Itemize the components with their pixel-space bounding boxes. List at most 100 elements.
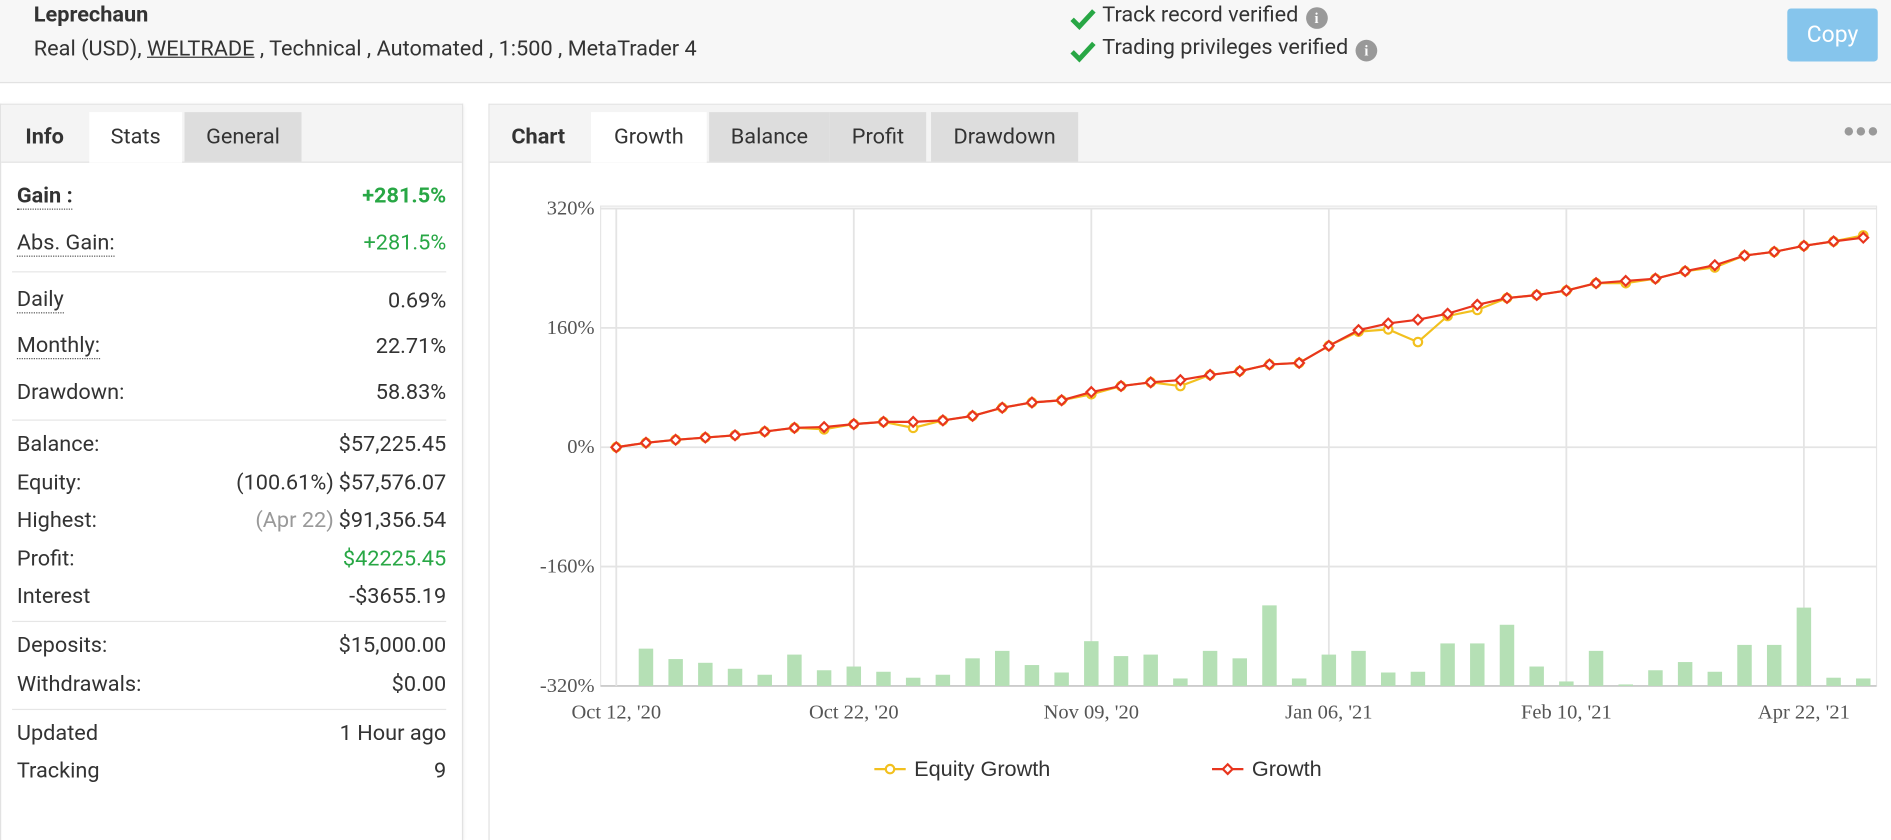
- stat-value: $57,225.45: [338, 431, 447, 458]
- marker: [1827, 235, 1840, 248]
- bar: [1321, 654, 1337, 686]
- tab[interactable]: Growth: [590, 112, 707, 163]
- bar: [1262, 605, 1277, 686]
- marker: [1767, 245, 1781, 259]
- stat-value: 58.83%: [375, 379, 447, 405]
- bar: [1826, 677, 1841, 686]
- header: Leprechaun Real (USD), WELTRADE , Techni…: [0, 0, 1891, 84]
- stat-row: Profit: $42225.45: [12, 539, 446, 577]
- bar: [935, 674, 951, 686]
- stat-value-wrap: 9: [434, 758, 446, 783]
- marker: [728, 428, 742, 442]
- stat-label: Updated: [16, 720, 99, 746]
- stat-label: Tracking: [16, 757, 100, 783]
- stat-value: +281.5%: [363, 230, 447, 256]
- stat-label: Interest: [16, 583, 91, 610]
- chart-panel: Chart Growth Balance Profit Drawdown: [488, 103, 1891, 840]
- copy-button[interactable]: Copy: [1787, 8, 1878, 62]
- bar: [1796, 607, 1812, 686]
- bar: [1173, 678, 1188, 686]
- marker: [1589, 276, 1603, 290]
- bar: [1470, 643, 1485, 686]
- stat-row: Gain : +281.5%: [12, 172, 446, 219]
- marker: [1025, 396, 1039, 409]
- bar: [905, 677, 921, 686]
- tab[interactable]: Stats: [89, 112, 183, 163]
- marker: [1055, 393, 1068, 407]
- bar: [1559, 681, 1574, 686]
- bar: [1291, 678, 1307, 686]
- stat-value-wrap: $57,225.45: [339, 432, 447, 457]
- stat-value-wrap: 22.71%: [376, 333, 446, 358]
- stat-label: Balance:: [16, 431, 100, 458]
- marker: [966, 409, 979, 423]
- details: , Technical , Automated , 1:500 , MetaTr…: [259, 36, 697, 62]
- stat-label: Daily: [16, 286, 64, 314]
- marker: [1500, 291, 1514, 305]
- stat-value: 1 Hour ago: [339, 720, 447, 746]
- x-tick-label: Jan 06, '21: [1285, 701, 1372, 723]
- stat-value: -$3655.19: [349, 583, 447, 610]
- legend-marker: [1221, 762, 1235, 776]
- bar: [1677, 662, 1693, 686]
- marker: [1797, 239, 1811, 253]
- legend-marker: [884, 763, 896, 775]
- stat-row: Withdrawals: $0.00: [12, 665, 446, 704]
- marker: [1084, 385, 1098, 399]
- stat-value-wrap: $42225.45: [343, 546, 446, 571]
- marker: [1381, 317, 1395, 330]
- tab[interactable]: Drawdown: [931, 112, 1079, 162]
- bar: [1737, 644, 1752, 686]
- verification-text: Track record verified: [1102, 2, 1299, 28]
- stat-label: Monthly:: [16, 332, 101, 360]
- stat-row: Drawdown: 58.83%: [12, 369, 446, 415]
- info-icon[interactable]: i: [1305, 7, 1328, 29]
- bar: [1380, 672, 1396, 686]
- bar: [1024, 665, 1040, 686]
- marker: [1144, 375, 1158, 389]
- marker: [788, 421, 801, 435]
- stat-value: 9: [434, 757, 447, 783]
- stat-label: Equity:: [16, 469, 82, 496]
- bar: [1084, 641, 1099, 686]
- tab[interactable]: Balance: [709, 112, 830, 162]
- info-icon[interactable]: i: [1355, 39, 1378, 62]
- marker: [906, 415, 920, 429]
- plot-area: [599, 205, 1878, 687]
- tab[interactable]: Info: [1, 112, 89, 162]
- tab[interactable]: Profit: [829, 112, 927, 162]
- stat-label: Highest:: [16, 507, 97, 534]
- check-icon: [1070, 41, 1096, 63]
- bar: [1143, 654, 1158, 686]
- marker: [817, 420, 831, 434]
- stat-label: Abs. Gain:: [16, 229, 115, 257]
- marker: [1263, 358, 1276, 371]
- marker: [847, 417, 861, 431]
- stat-value: $15,000.00: [338, 632, 447, 659]
- x-tick-label: Nov 09, '20: [1044, 701, 1139, 723]
- stat-value-wrap: $15,000.00: [339, 633, 447, 658]
- x-tick-label: Apr 22, '21: [1758, 701, 1850, 723]
- stat-row: Daily 0.69%: [12, 277, 446, 323]
- marker: [1560, 284, 1573, 297]
- broker-link[interactable]: WELTRADE: [147, 36, 255, 62]
- stat-label: Drawdown:: [16, 379, 125, 405]
- stat-label: Withdrawals:: [16, 671, 142, 697]
- stat-label: Gain :: [16, 182, 73, 210]
- stats-group: Gain : +281.5% Abs. Gain: +281.5%: [12, 168, 447, 273]
- marker: [1233, 364, 1247, 378]
- bar: [1113, 656, 1129, 686]
- bar: [1499, 624, 1515, 686]
- stat-value-wrap: +281.5%: [362, 183, 446, 208]
- bar: [846, 666, 862, 686]
- marker: [698, 431, 712, 444]
- marker: [1678, 264, 1692, 278]
- more-menu[interactable]: [1843, 122, 1879, 141]
- stat-value-wrap: 1 Hour ago: [340, 720, 447, 745]
- stat-value: $0.00: [391, 671, 447, 697]
- marker: [1738, 249, 1751, 262]
- stat-row: Monthly: 22.71%: [12, 323, 446, 369]
- stat-value: $42225.45: [342, 545, 447, 572]
- tab[interactable]: General: [184, 112, 302, 162]
